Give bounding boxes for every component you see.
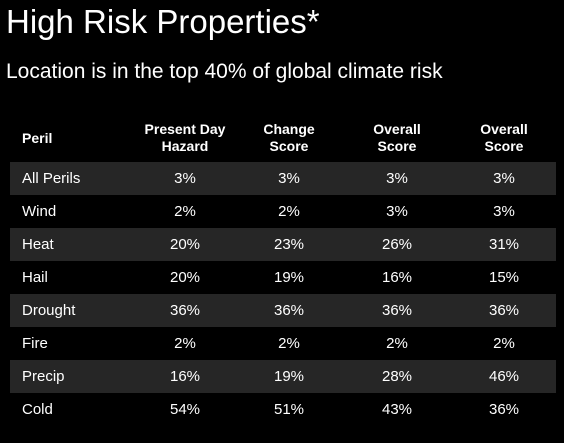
present-day-hazard-cell: 2% — [174, 335, 196, 352]
overall-score-cell-2: 36% — [488, 401, 520, 418]
column-header-present-day-hazard: Present Day Hazard — [144, 121, 226, 154]
peril-cell: All Perils — [22, 170, 81, 187]
overall-score-cell-2: 3% — [493, 203, 515, 220]
table-row: Heat 20% 23% 26% 31% — [10, 228, 556, 261]
present-day-hazard-cell: 3% — [174, 170, 196, 187]
change-score-cell: 19% — [273, 269, 305, 286]
column-header-overall-score: Overall Score — [373, 121, 421, 154]
change-score-cell: 23% — [273, 236, 305, 253]
peril-cell: Cold — [22, 401, 53, 418]
overall-score-cell: 36% — [381, 302, 413, 319]
table-row: Hail 20% 19% 16% 15% — [10, 261, 556, 294]
peril-cell: Hail — [22, 269, 48, 286]
table-row: All Perils 3% 3% 3% 3% — [10, 162, 556, 195]
column-header-change-score: Change Score — [263, 121, 315, 154]
table-row: Drought 36% 36% 36% 36% — [10, 294, 556, 327]
peril-cell: Precip — [22, 368, 65, 385]
present-day-hazard-cell: 20% — [169, 236, 201, 253]
change-score-cell: 2% — [278, 203, 300, 220]
overall-score-cell: 28% — [381, 368, 413, 385]
table-row: Precip 16% 19% 28% 46% — [10, 360, 556, 393]
overall-score-cell: 26% — [381, 236, 413, 253]
table-row: Wind 2% 2% 3% 3% — [10, 195, 556, 228]
column-header-overall-score-2: Overall Score — [480, 121, 528, 154]
change-score-cell: 3% — [278, 170, 300, 187]
overall-score-cell-2: 46% — [488, 368, 520, 385]
present-day-hazard-cell: 16% — [169, 368, 201, 385]
table-header: Peril Present Day Hazard Change Score Over… — [10, 114, 556, 162]
table-row: Cold 54% 51% 43% 36% — [10, 393, 556, 426]
overall-score-cell-2: 3% — [493, 170, 515, 187]
overall-score-cell: 2% — [386, 335, 408, 352]
change-score-cell: 2% — [278, 335, 300, 352]
overall-score-cell-2: 15% — [488, 269, 520, 286]
overall-score-cell: 16% — [381, 269, 413, 286]
overall-score-cell-2: 2% — [493, 335, 515, 352]
change-score-cell: 19% — [273, 368, 305, 385]
risk-table: Peril Present Day Hazard Change Score Over… — [10, 114, 556, 426]
overall-score-cell: 3% — [386, 170, 408, 187]
present-day-hazard-cell: 54% — [169, 401, 201, 418]
present-day-hazard-cell: 2% — [174, 203, 196, 220]
overall-score-cell-2: 31% — [488, 236, 520, 253]
overall-score-cell: 43% — [381, 401, 413, 418]
change-score-cell: 51% — [273, 401, 305, 418]
peril-cell: Wind — [22, 203, 57, 220]
change-score-cell: 36% — [273, 302, 305, 319]
present-day-hazard-cell: 20% — [169, 269, 201, 286]
peril-cell: Fire — [22, 335, 48, 352]
page-title: High Risk Properties* — [6, 3, 320, 40]
page-subtitle: Location is in the top 40% of global cli… — [6, 60, 443, 83]
peril-cell: Heat — [22, 236, 54, 253]
table-row: Fire 2% 2% 2% 2% — [10, 327, 556, 360]
overall-score-cell-2: 36% — [488, 302, 520, 319]
present-day-hazard-cell: 36% — [169, 302, 201, 319]
column-header-peril: Peril — [22, 129, 53, 146]
overall-score-cell: 3% — [386, 203, 408, 220]
peril-cell: Drought — [22, 302, 76, 319]
